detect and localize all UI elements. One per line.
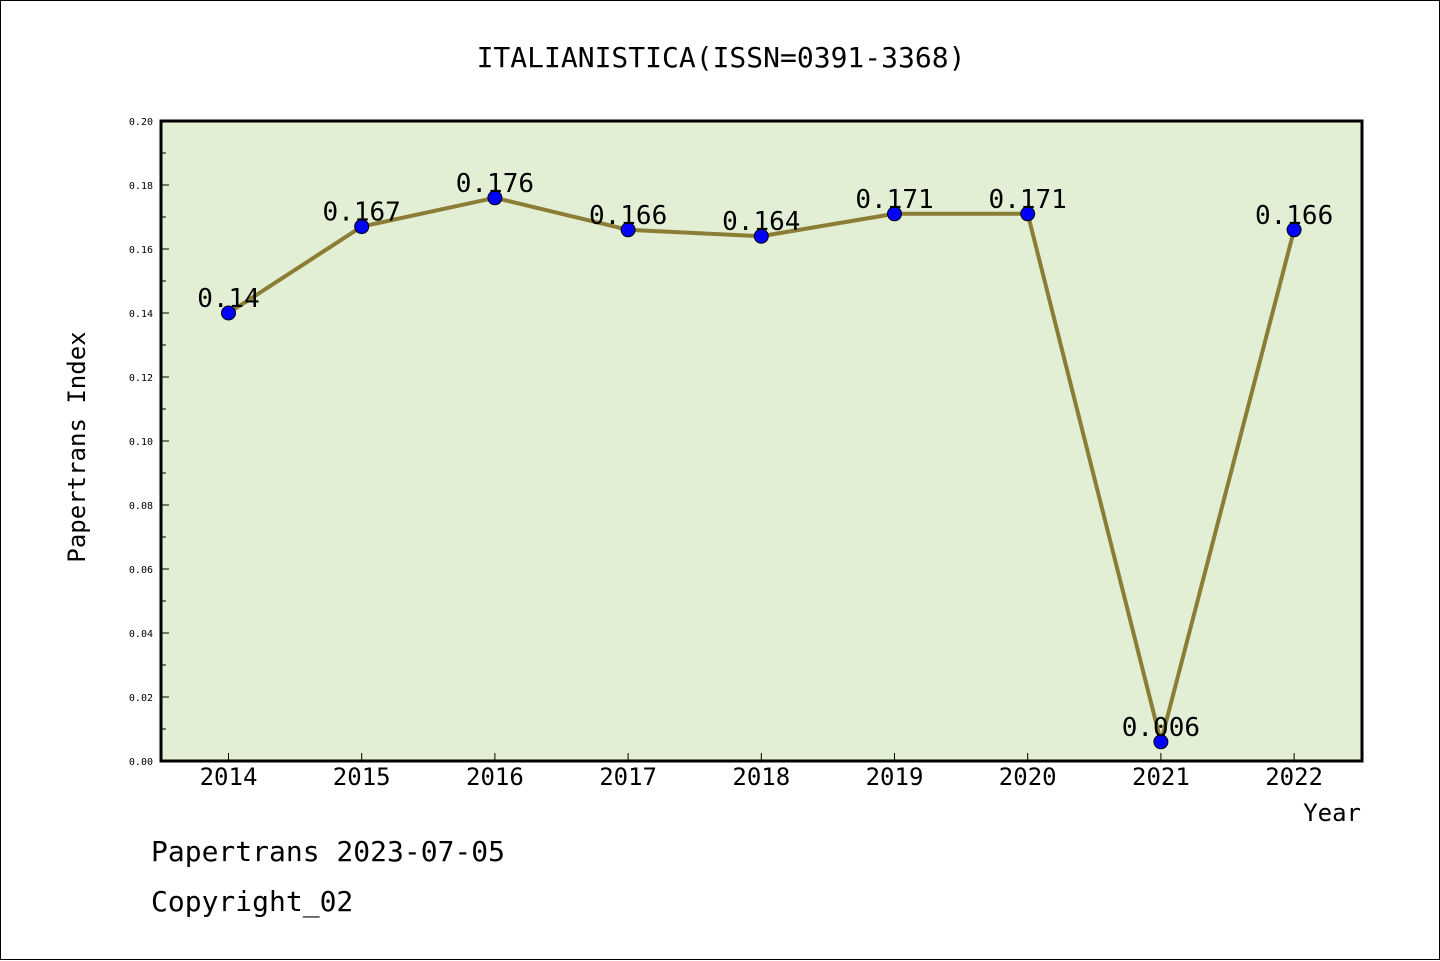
y-tick-label: 0.00 [129,757,153,768]
data-point [1286,222,1302,238]
data-label: 0.171 [855,185,933,215]
data-point [221,305,236,321]
x-tick-label: 2021 [1132,763,1190,791]
series-layer: 0.14 0.167 0.176 0.166 0.164 0.171 0.171 0.006 0… [197,169,1333,750]
data-label: 0.14 [197,284,260,314]
y-axis: 0.00 0.02 0.04 0.06 0.08 0.10 0.12 0.14 0.16 0.18… [129,117,169,768]
x-tick-label: 2016 [466,763,524,791]
data-label: 0.176 [456,169,534,199]
y-tick-label: 0.10 [129,437,153,448]
data-label: 0.171 [989,185,1067,215]
x-tick-label: 2018 [732,763,790,791]
y-tick-label: 0.18 [129,181,153,192]
y-axis-label: Papertrans Index [63,331,91,562]
y-tick-label: 0.20 [129,117,153,128]
y-tick-label: 0.02 [129,693,153,704]
data-label: 0.166 [1255,201,1333,231]
data-label: 0.166 [589,201,667,231]
x-tick-label: 2019 [866,763,924,791]
y-tick-label: 0.16 [129,245,153,256]
data-point [354,219,370,235]
data-label: 0.164 [722,207,800,237]
data-point [1153,734,1169,750]
footer-copyright: Copyright_02 [151,885,354,918]
data-point [887,206,902,222]
x-tick-label: 2017 [599,763,657,791]
data-label: 0.167 [323,198,401,228]
x-axis-label: Year [1303,799,1361,827]
x-tick-label: 2022 [1265,763,1323,791]
y-tick-label: 0.06 [129,565,153,576]
data-label: 0.006 [1122,713,1200,743]
x-axis: 2014 2015 2016 2017 2018 2019 2020 2021 2022 [200,753,1323,791]
y-tick-label: 0.12 [129,373,153,384]
x-tick-label: 2014 [200,763,258,791]
data-point [753,228,769,244]
x-tick-label: 2020 [999,763,1057,791]
chart-title: ITALIANISTICA(ISSN=0391-3368) [477,41,966,74]
y-tick-label: 0.08 [129,501,153,512]
footer-date: Papertrans 2023-07-05 [151,835,506,868]
data-point [620,222,636,238]
y-tick-label: 0.14 [129,309,153,320]
y-tick-label: 0.04 [129,629,153,640]
x-tick-label: 2015 [333,763,391,791]
data-point [1020,206,1036,222]
data-point [487,190,503,206]
